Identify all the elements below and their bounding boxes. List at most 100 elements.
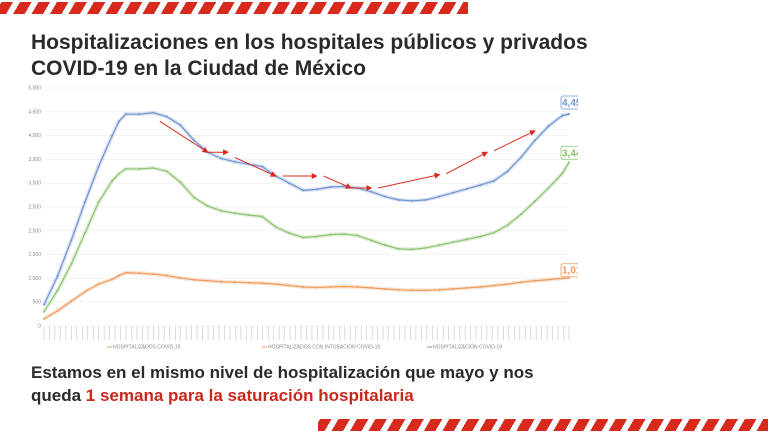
data-point	[97, 201, 100, 204]
data-point	[302, 285, 305, 288]
data-point	[152, 166, 155, 169]
y-tick-label: 3,500	[28, 157, 41, 163]
data-point	[479, 235, 482, 238]
data-point	[411, 248, 414, 251]
y-tick-label: 1,000	[28, 276, 41, 282]
data-point	[424, 289, 427, 292]
data-point	[56, 289, 59, 292]
trend-arrow	[446, 151, 489, 175]
trend-arrow	[159, 120, 209, 153]
data-point	[533, 279, 536, 282]
data-point	[438, 244, 441, 247]
data-point	[356, 234, 359, 237]
data-point	[274, 283, 277, 286]
data-point	[315, 188, 318, 191]
end-value-labels: 4,454 3,440 1,014	[560, 95, 578, 278]
data-point	[343, 285, 345, 288]
data-point	[329, 233, 332, 236]
data-point	[533, 139, 536, 142]
data-point	[43, 317, 45, 320]
hazard-stripe-top	[0, 2, 468, 14]
data-point	[233, 160, 236, 163]
data-point	[438, 288, 441, 291]
data-point	[452, 287, 455, 290]
data-point	[261, 282, 264, 285]
data-point	[383, 195, 386, 198]
y-tick-label: 2,000	[28, 228, 41, 234]
data-point	[111, 179, 114, 182]
data-point	[547, 278, 550, 281]
data-point	[465, 238, 468, 241]
data-point	[220, 209, 223, 212]
data-point	[118, 274, 120, 277]
series-line	[43, 272, 570, 320]
data-point	[411, 289, 414, 292]
data-point	[138, 272, 141, 275]
footnote-text-2: queda	[31, 386, 86, 405]
data-point	[274, 225, 277, 228]
footnote: Estamos en el mismo nivel de hospitaliza…	[31, 361, 731, 407]
data-point	[302, 236, 305, 239]
end-value-label: 3,440	[562, 148, 578, 159]
data-point	[568, 276, 570, 279]
data-point	[465, 286, 468, 289]
data-point	[370, 239, 373, 242]
data-point	[247, 214, 250, 217]
data-point	[479, 184, 482, 187]
data-point	[83, 201, 86, 204]
data-point	[152, 111, 155, 114]
data-point	[220, 280, 223, 283]
data-point	[493, 179, 495, 182]
data-point	[83, 290, 86, 293]
data-point	[452, 191, 455, 194]
data-point	[138, 167, 141, 170]
data-point	[533, 200, 536, 203]
data-point	[329, 285, 332, 288]
data-point	[561, 172, 564, 175]
data-point	[56, 275, 59, 278]
title-line-1: Hospitalizaciones en los hospitales públ…	[31, 31, 588, 54]
series-line	[43, 161, 570, 313]
legend-label: HOSPITALIZACIÓN COVID-19	[433, 344, 502, 351]
data-point	[288, 284, 291, 287]
end-value-label: 4,454	[562, 98, 578, 109]
x-axis-ticks	[43, 326, 570, 340]
data-point	[233, 281, 236, 284]
data-point	[288, 232, 291, 235]
data-point	[520, 213, 523, 216]
data-point	[452, 241, 455, 244]
data-point	[165, 170, 168, 173]
data-point	[479, 285, 482, 288]
data-point	[152, 273, 155, 276]
chart-series	[42, 110, 571, 321]
data-point	[383, 244, 386, 247]
data-point	[124, 271, 127, 274]
y-tick-label: 4,500	[28, 109, 41, 115]
data-point	[370, 190, 373, 193]
title-line-2: COVID-19 en la Ciudad de México	[31, 57, 366, 80]
end-label-box	[560, 95, 578, 110]
data-point	[302, 189, 305, 192]
trend-arrow	[234, 157, 277, 177]
data-point	[70, 300, 73, 303]
data-point	[70, 239, 73, 242]
data-point	[247, 281, 250, 284]
data-point	[97, 165, 100, 168]
data-point	[506, 283, 509, 286]
data-point	[70, 263, 73, 266]
end-label-box	[560, 145, 578, 160]
data-point	[397, 247, 400, 250]
footnote-text-1: Estamos en el mismo nivel de hospitaliza…	[31, 363, 534, 382]
data-point	[97, 283, 100, 286]
data-point	[124, 167, 127, 170]
page-title: Hospitalizaciones en los hospitales públ…	[31, 30, 731, 82]
data-point	[547, 186, 550, 189]
series-line-halo	[42, 270, 570, 321]
trend-arrow	[493, 130, 536, 152]
end-value-label: 1,014	[562, 266, 578, 277]
data-point	[343, 233, 345, 236]
data-point	[138, 113, 141, 116]
data-point	[206, 205, 209, 208]
trend-arrow	[323, 175, 352, 189]
y-tick-label: 1,500	[28, 252, 41, 258]
